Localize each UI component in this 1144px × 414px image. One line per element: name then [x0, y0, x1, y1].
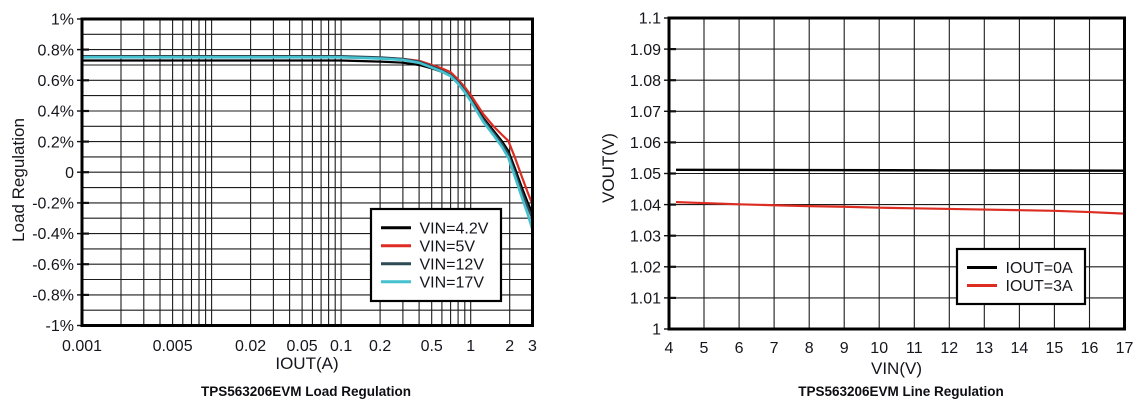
- svg-text:1.07: 1.07: [630, 104, 661, 121]
- svg-text:17: 17: [1116, 340, 1134, 357]
- svg-text:1%: 1%: [51, 12, 74, 29]
- svg-text:-0.6%: -0.6%: [32, 257, 74, 274]
- svg-text:VIN=17V: VIN=17V: [420, 274, 485, 291]
- svg-text:5: 5: [700, 340, 709, 357]
- svg-text:Load Regulation: Load Regulation: [9, 118, 28, 242]
- svg-text:10: 10: [870, 340, 888, 357]
- svg-text:8: 8: [805, 340, 814, 357]
- svg-text:13: 13: [975, 340, 993, 357]
- svg-text:1.02: 1.02: [630, 260, 661, 277]
- svg-text:0.5: 0.5: [421, 338, 443, 355]
- svg-text:VIN(V): VIN(V): [871, 359, 922, 378]
- svg-text:-0.8%: -0.8%: [32, 288, 74, 305]
- svg-text:0.4%: 0.4%: [38, 104, 74, 121]
- svg-text:0: 0: [65, 165, 74, 182]
- svg-text:-0.2%: -0.2%: [32, 196, 74, 213]
- svg-text:16: 16: [1081, 340, 1099, 357]
- svg-text:0.05: 0.05: [287, 338, 318, 355]
- svg-text:1.09: 1.09: [630, 42, 661, 59]
- svg-text:TPS563206EVM Line Regulation: TPS563206EVM Line Regulation: [798, 384, 1004, 399]
- svg-text:VOUT(V): VOUT(V): [599, 133, 618, 203]
- svg-text:TPS563206EVM Load Regulation: TPS563206EVM Load Regulation: [201, 384, 411, 399]
- svg-text:0.005: 0.005: [153, 338, 193, 355]
- svg-text:0.6%: 0.6%: [38, 73, 74, 90]
- svg-text:0.1: 0.1: [330, 338, 352, 355]
- svg-text:3: 3: [528, 338, 537, 355]
- svg-text:1.06: 1.06: [630, 135, 661, 152]
- svg-text:0.02: 0.02: [235, 338, 266, 355]
- svg-text:VIN=5V: VIN=5V: [420, 238, 476, 255]
- svg-text:IOUT=0A: IOUT=0A: [1006, 260, 1073, 277]
- svg-text:1.1: 1.1: [639, 11, 661, 28]
- svg-text:0.8%: 0.8%: [38, 42, 74, 59]
- svg-text:VIN=12V: VIN=12V: [420, 256, 485, 273]
- svg-text:2: 2: [505, 338, 514, 355]
- svg-text:15: 15: [1046, 340, 1064, 357]
- svg-text:0.2: 0.2: [369, 338, 391, 355]
- svg-text:1.01: 1.01: [630, 291, 661, 308]
- svg-text:1.05: 1.05: [630, 166, 661, 183]
- svg-text:11: 11: [906, 340, 923, 357]
- svg-text:-0.4%: -0.4%: [32, 226, 74, 243]
- svg-text:VIN=4.2V: VIN=4.2V: [420, 220, 489, 237]
- svg-text:1.03: 1.03: [630, 228, 661, 245]
- svg-text:4: 4: [665, 340, 674, 357]
- svg-text:1.04: 1.04: [630, 197, 661, 214]
- svg-text:0.2%: 0.2%: [38, 134, 74, 151]
- svg-text:9: 9: [840, 340, 849, 357]
- svg-text:1.08: 1.08: [630, 73, 661, 90]
- svg-text:IOUT=3A: IOUT=3A: [1006, 278, 1073, 295]
- svg-text:12: 12: [940, 340, 958, 357]
- svg-text:7: 7: [770, 340, 779, 357]
- svg-text:0.001: 0.001: [62, 338, 102, 355]
- svg-text:1: 1: [652, 322, 661, 339]
- svg-text:-1%: -1%: [46, 318, 74, 335]
- svg-text:1: 1: [466, 338, 475, 355]
- svg-text:14: 14: [1011, 340, 1029, 357]
- svg-text:IOUT(A): IOUT(A): [275, 354, 338, 373]
- svg-text:6: 6: [735, 340, 744, 357]
